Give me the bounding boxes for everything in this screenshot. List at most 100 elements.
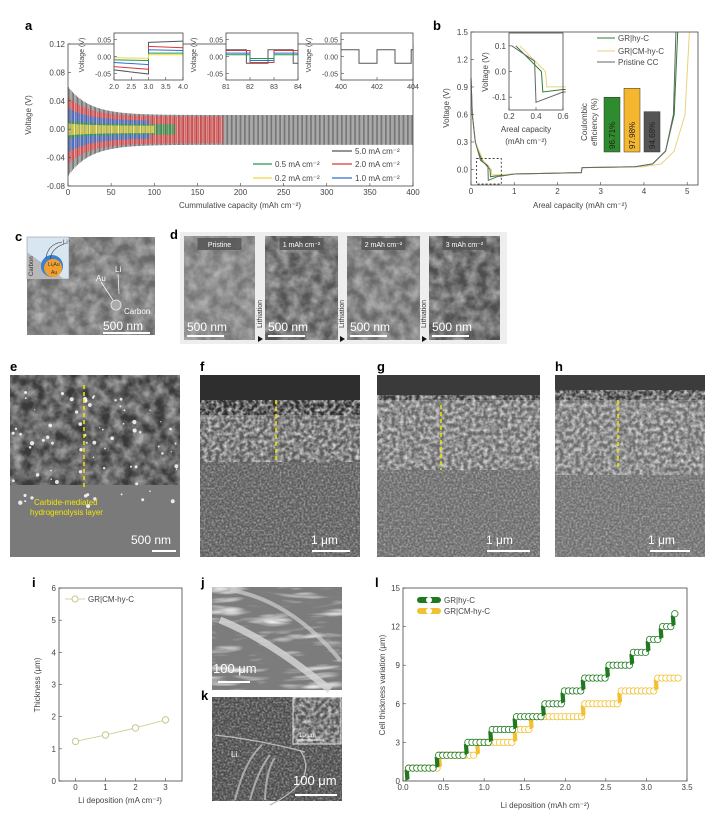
scale-bar-label: 500 nm <box>187 320 227 334</box>
particle <box>114 399 117 402</box>
ce-label-line2: efficiency (%) <box>590 98 599 146</box>
particle <box>134 465 138 469</box>
particle <box>30 496 34 500</box>
li-ion-arrows <box>45 241 65 260</box>
scale-bar-label-c: 500 nm <box>103 319 143 333</box>
particle <box>11 431 15 435</box>
chart-a-ylabel: Voltage (V) <box>24 95 33 135</box>
panel-label-b: b <box>433 18 441 33</box>
particle <box>23 493 27 498</box>
schematic-li-ion: Li⁺ <box>63 239 71 246</box>
y-tick-label: 6 <box>396 700 401 709</box>
title-bg <box>361 238 406 250</box>
inset-bg <box>226 33 298 80</box>
panel-label-j: j <box>200 575 205 590</box>
chart-i-legend: GR|CM-hy-C <box>65 595 134 604</box>
x-tick-label: 1 <box>512 187 517 196</box>
scale-bar-label: 500 nm <box>268 320 308 334</box>
particle <box>119 405 122 408</box>
chart-l-xlabel: Li deposition (mAh cm⁻²) <box>501 801 590 810</box>
particle <box>102 467 106 470</box>
image-texture <box>265 236 338 340</box>
y-tick-label: 0.0 <box>457 165 469 174</box>
particle <box>174 464 179 469</box>
inset-curves <box>511 45 566 104</box>
particle <box>123 409 126 412</box>
particle <box>24 500 27 503</box>
particle <box>12 479 15 483</box>
title-bg <box>442 238 487 250</box>
sem-image-k: Li 10 μm 100 μm <box>212 696 342 806</box>
line-GR|CM-hy-C <box>75 719 166 742</box>
legend-label-1.0: 1.0 mA cm⁻² <box>355 174 400 183</box>
panel-label-d: d <box>170 227 178 242</box>
schematic-lixau: LiₓAu <box>48 262 60 268</box>
data-point <box>469 751 478 759</box>
sem-image-j: 100 μm <box>212 587 342 693</box>
scale-bar-label-h: 1 μm <box>648 533 675 547</box>
legend-marker-gr-cm-hy-c <box>71 595 79 603</box>
y-tick-label: 5 <box>52 616 57 625</box>
y-tick-label: 0.3 <box>457 138 469 147</box>
legend-marker-gr-hy-c-l <box>426 597 432 603</box>
y-tick-label: 0.08 <box>49 68 65 77</box>
particle <box>161 452 164 455</box>
data-point <box>161 716 170 724</box>
scale-bar-label: 500 nm <box>350 320 390 334</box>
title-bg <box>279 238 324 250</box>
particle <box>54 480 59 484</box>
x-tick-label: 0 <box>469 187 474 196</box>
sem-image-g: 1 μm <box>377 375 540 557</box>
pointer-li <box>117 273 120 295</box>
x-tick-label: 4.0 <box>178 84 188 91</box>
particle <box>78 422 83 426</box>
y-tick-label: 0.00 <box>209 55 223 62</box>
legend-label-2.0: 2.0 mA cm⁻² <box>355 160 400 169</box>
series-0.2 mA cm⁻² <box>68 123 155 136</box>
x-tick-label: 400 <box>335 84 347 91</box>
x-tick-label: 2 <box>555 187 560 196</box>
legend-label-gr-hy-c-l: GR|hy-C <box>444 596 475 605</box>
particle <box>170 451 172 453</box>
particle <box>78 470 83 474</box>
lithiation-label: Lithiation <box>421 300 428 328</box>
label-li-k: Li <box>231 750 237 759</box>
chart-a-legend: 5.0 mA cm⁻² 2.0 mA cm⁻² 1.0 mA cm⁻² 0.5 … <box>253 147 400 183</box>
y-tick-label: 6 <box>52 584 57 593</box>
x-tick-label: 3.5 <box>681 783 693 792</box>
x-tick-label: 0.5 <box>438 783 450 792</box>
image-title: 2 mAh cm⁻² <box>365 242 403 249</box>
particle <box>85 441 88 444</box>
sem-image-h: 1 μm <box>555 375 705 557</box>
sem-image-e: Carbide-mediated hydrogenolysis layer 50… <box>10 375 180 557</box>
particle <box>104 447 106 450</box>
inset-ylabel: Voltage (V) <box>306 38 313 73</box>
particle <box>60 391 65 396</box>
y-tick-label: 1 <box>52 745 57 754</box>
particle <box>129 465 133 468</box>
particle <box>29 441 35 446</box>
x-tick-label: 0.4 <box>530 112 542 121</box>
particle <box>87 403 92 407</box>
particle <box>69 397 74 402</box>
legend-label-0.5: 0.5 mA cm⁻² <box>275 160 320 169</box>
particle <box>34 409 36 411</box>
x-tick-label: 0 <box>66 188 71 197</box>
chart-a-inset-2: 81 82 83 84 0.05 0.00 -0.05 Voltage (V) <box>191 32 302 91</box>
y-tick-label: -0.05 <box>95 71 111 78</box>
data-point <box>101 731 110 739</box>
y-tick-label: 4 <box>52 648 57 657</box>
arrow-right-icon <box>340 336 345 342</box>
chart-a-inset-1: 2.0 2.5 3.0 3.5 4.0 0.05 0.00 -0.05 Voltage (V) <box>79 32 188 91</box>
scale-bar-label-e: 500 nm <box>131 533 171 547</box>
zoom-region-box <box>476 158 502 185</box>
particle <box>157 445 160 448</box>
x-tick-label: 2.0 <box>560 783 572 792</box>
sem-image-d-1: Pristine 500 nm <box>184 236 255 340</box>
particle <box>120 493 123 496</box>
chart-i-frame <box>58 587 183 782</box>
scale-bar-label-k: 100 μm <box>293 773 337 788</box>
legend-label-gr-cm-hy-c: GR|CM-hy-C <box>618 47 664 56</box>
